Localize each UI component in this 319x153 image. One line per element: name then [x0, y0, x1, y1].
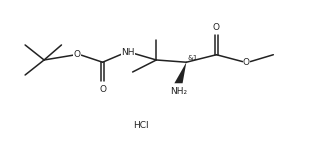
Text: O: O [243, 58, 250, 67]
Text: NH₂: NH₂ [170, 87, 187, 96]
Text: O: O [74, 50, 81, 59]
Text: O: O [99, 85, 106, 94]
Text: NH: NH [121, 48, 135, 57]
Text: HCl: HCl [133, 121, 148, 130]
Text: O: O [213, 23, 220, 32]
Text: &1: &1 [188, 56, 198, 62]
Polygon shape [174, 62, 186, 83]
